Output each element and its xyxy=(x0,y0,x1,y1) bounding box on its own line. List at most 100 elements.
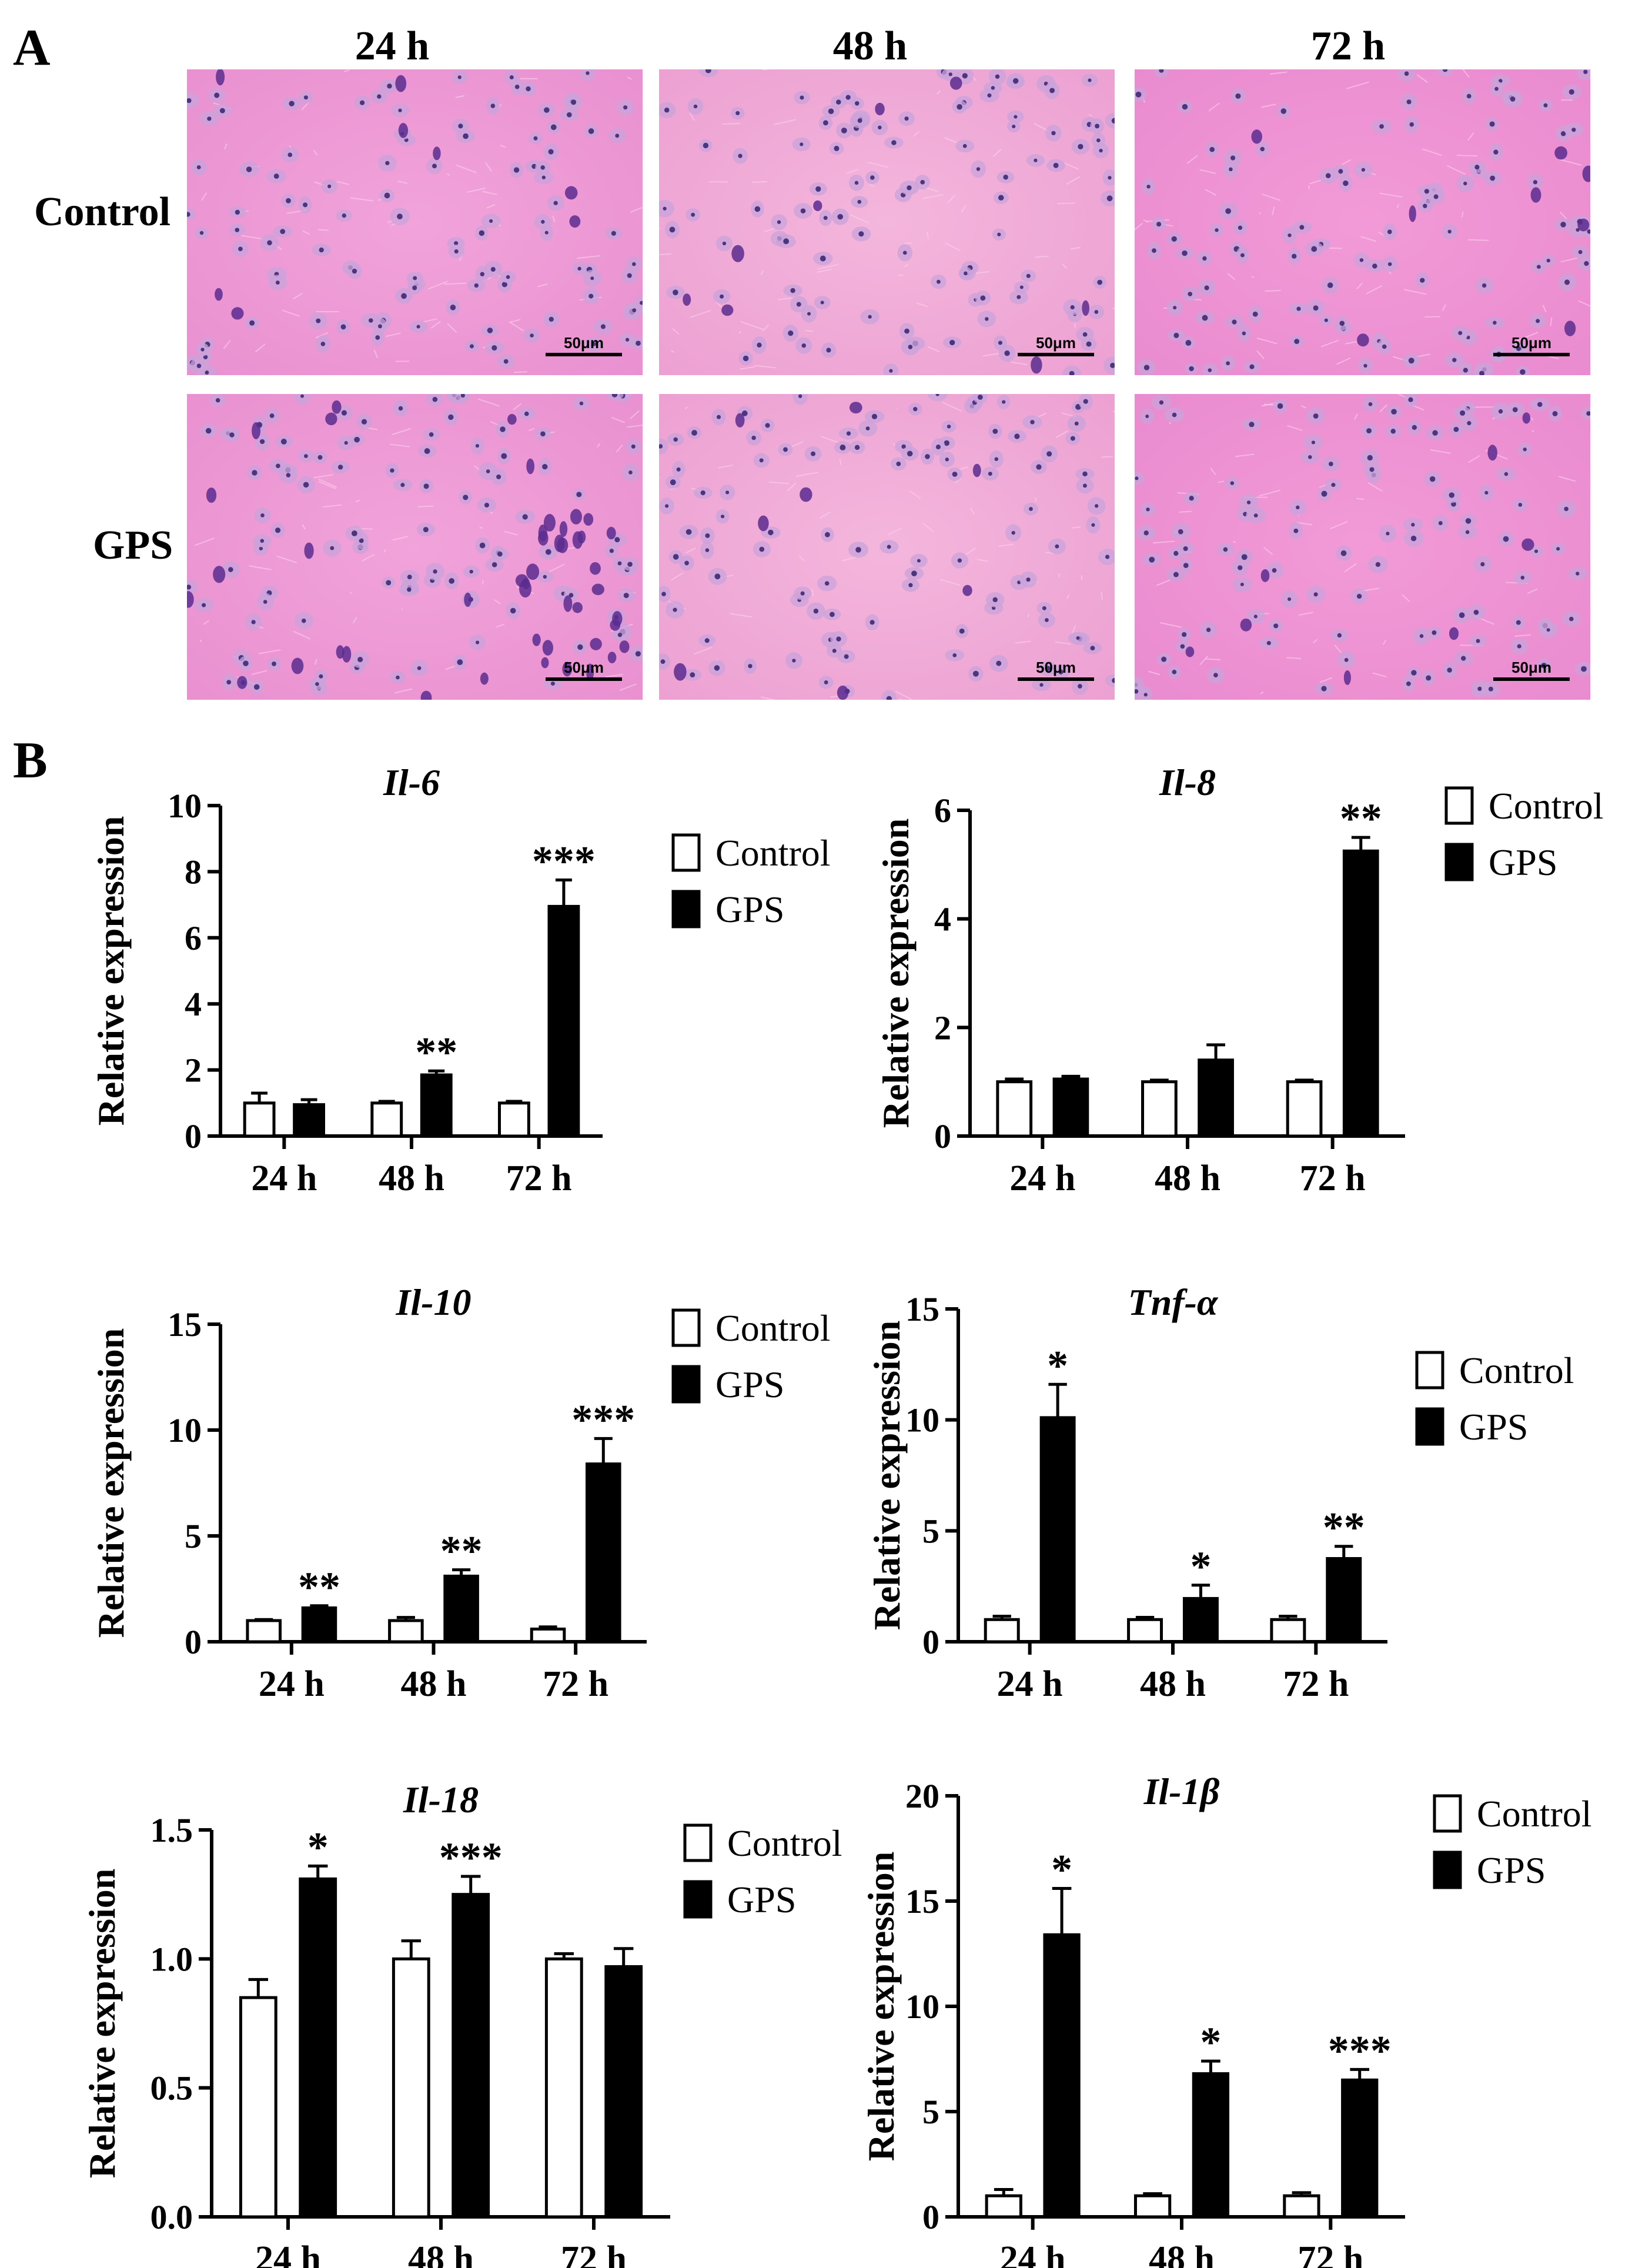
chart1-ylabel: Relative expression xyxy=(875,819,917,1128)
chart5-ytick-label: 0 xyxy=(922,2198,939,2236)
chart5-title: Il-1β xyxy=(1143,1771,1220,1812)
scale-bar-label: 50μm xyxy=(564,334,604,352)
chart4-xtick-label: 48 h xyxy=(408,2239,474,2268)
chart5-ytick-label: 20 xyxy=(905,1777,939,1815)
chart2-significance: ** xyxy=(440,1528,483,1575)
chart2-bar-gps xyxy=(443,1574,479,1644)
panel-a-letter: A xyxy=(13,19,51,76)
scale-bar xyxy=(1493,677,1570,681)
chart0-bar-gps xyxy=(547,904,580,1138)
chart4-ytick-label: 0.0 xyxy=(151,2198,193,2236)
chart4-bar-gps xyxy=(299,1877,337,2219)
chart5-legend-swatch-gps xyxy=(1433,1851,1462,1889)
chart4-legend-swatch-control xyxy=(683,1823,713,1862)
chart2-significance: *** xyxy=(571,1396,635,1443)
chart4-ytick-label: 1.0 xyxy=(151,1940,193,1978)
chart2-legend-swatch-gps xyxy=(671,1365,701,1404)
chart1-significance: ** xyxy=(1340,795,1382,842)
chart5-bar-gps xyxy=(1192,2072,1230,2219)
chart5-bar-gps xyxy=(1043,1933,1081,2219)
column-header-24h: 24 h xyxy=(355,24,430,69)
chart2-ytick-label: 15 xyxy=(168,1305,202,1344)
chart3-ytick-label: 0 xyxy=(922,1623,939,1661)
chart2-legend-label: GPS xyxy=(715,1364,784,1405)
chart3-significance: ** xyxy=(1323,1504,1365,1551)
chart1-xtick-label: 48 h xyxy=(1155,1158,1220,1198)
chart1-legend-swatch-control xyxy=(1444,786,1474,825)
chart4-ylabel: Relative expression xyxy=(81,1869,123,2179)
chart1-bar-control xyxy=(1286,1080,1323,1138)
chart1-xtick-label: 24 h xyxy=(1009,1158,1075,1198)
chart4-bar-control xyxy=(544,1957,583,2219)
chart4-bar-control xyxy=(392,1957,430,2219)
chart5-legend-label: GPS xyxy=(1477,1849,1546,1891)
chart1-bar-gps xyxy=(1342,849,1379,1138)
chart3-xtick-label: 24 h xyxy=(997,1664,1063,1704)
chart1-bar-gps xyxy=(1052,1077,1089,1138)
chart5-bar-control xyxy=(1283,2194,1320,2219)
chart4-significance: *** xyxy=(439,1834,503,1881)
chart5-ytick-label: 5 xyxy=(922,2093,939,2131)
chart0-legend-swatch-gps xyxy=(671,890,701,928)
row-header-gps: GPS xyxy=(93,523,173,568)
scale-bar-label: 50μm xyxy=(1511,334,1551,352)
chart0-ytick-label: 8 xyxy=(185,853,202,891)
scale-bar-label: 50μm xyxy=(1036,659,1076,676)
scale-bar xyxy=(546,353,622,356)
chart1-ytick-label: 2 xyxy=(934,1008,951,1047)
chart1-bar-control xyxy=(996,1080,1033,1138)
chart2-legend-swatch-control xyxy=(671,1308,701,1347)
chart4-title: Il-18 xyxy=(403,1779,479,1821)
chart1-title: Il-8 xyxy=(1159,761,1216,803)
chart3-bar-control xyxy=(1270,1618,1306,1644)
chart0-legend-label: Control xyxy=(715,832,831,874)
chart0-ytick-label: 6 xyxy=(185,919,202,957)
chart4-bar-gps xyxy=(604,1965,643,2219)
chart3-legend-label: Control xyxy=(1459,1350,1574,1391)
chart2-ytick-label: 5 xyxy=(185,1517,202,1555)
chart0-bar-control xyxy=(243,1101,276,1138)
chart2-bar-gps xyxy=(301,1606,337,1644)
chart0-ytick-label: 10 xyxy=(168,787,202,825)
chart0-ytick-label: 2 xyxy=(185,1051,202,1090)
chart2-bar-control xyxy=(388,1619,424,1644)
chart4-xtick-label: 24 h xyxy=(255,2239,321,2268)
chart5-xtick-label: 72 h xyxy=(1297,2239,1363,2268)
chart0-title: Il-6 xyxy=(383,761,440,803)
chart0-bar-gps xyxy=(293,1103,325,1138)
scale-bar-label: 50μm xyxy=(564,659,604,676)
chart3-bar-control xyxy=(1127,1618,1163,1644)
chart4-ytick-label: 0.5 xyxy=(151,2069,193,2107)
column-header-72h: 72 h xyxy=(1310,24,1386,69)
scale-bar-label: 50μm xyxy=(1036,334,1076,352)
scale-bar xyxy=(1018,353,1094,356)
chart3-xtick-label: 72 h xyxy=(1283,1664,1349,1704)
chart5-legend-label: Control xyxy=(1477,1793,1592,1835)
chart4-bar-control xyxy=(239,1996,277,2219)
chart3-bar-gps xyxy=(1182,1596,1219,1644)
micrograph-control-24h: 50μm xyxy=(187,69,643,375)
chart3-ytick-label: 10 xyxy=(905,1401,939,1439)
chart1-legend-swatch-gps xyxy=(1444,843,1474,881)
chart1-ytick-label: 0 xyxy=(934,1117,951,1155)
micrograph-gps-72h: 50μm xyxy=(1135,394,1590,700)
chart0-significance: *** xyxy=(532,837,596,884)
chart3-bar-gps xyxy=(1039,1416,1076,1644)
chart3-bar-gps xyxy=(1326,1557,1362,1644)
chart0-legend-swatch-control xyxy=(671,833,701,872)
chart0-significance: ** xyxy=(415,1028,457,1075)
chart5-legend-swatch-control xyxy=(1433,1794,1462,1833)
chart2-legend-label: Control xyxy=(715,1307,831,1349)
chart0-xtick-label: 48 h xyxy=(379,1158,444,1198)
chart2-xtick-label: 48 h xyxy=(401,1664,467,1704)
chart3-ylabel: Relative expression xyxy=(866,1321,908,1631)
chart3-ytick-label: 5 xyxy=(922,1512,939,1550)
chart5-bar-gps xyxy=(1341,2078,1379,2219)
chart2-bar-gps xyxy=(586,1462,621,1644)
scale-bar xyxy=(1493,353,1570,356)
chart1-xtick-label: 72 h xyxy=(1300,1158,1366,1198)
chart2-xtick-label: 24 h xyxy=(259,1664,325,1704)
chart5-bar-control xyxy=(1133,2194,1172,2219)
chart5-significance: * xyxy=(1200,2019,1221,2066)
